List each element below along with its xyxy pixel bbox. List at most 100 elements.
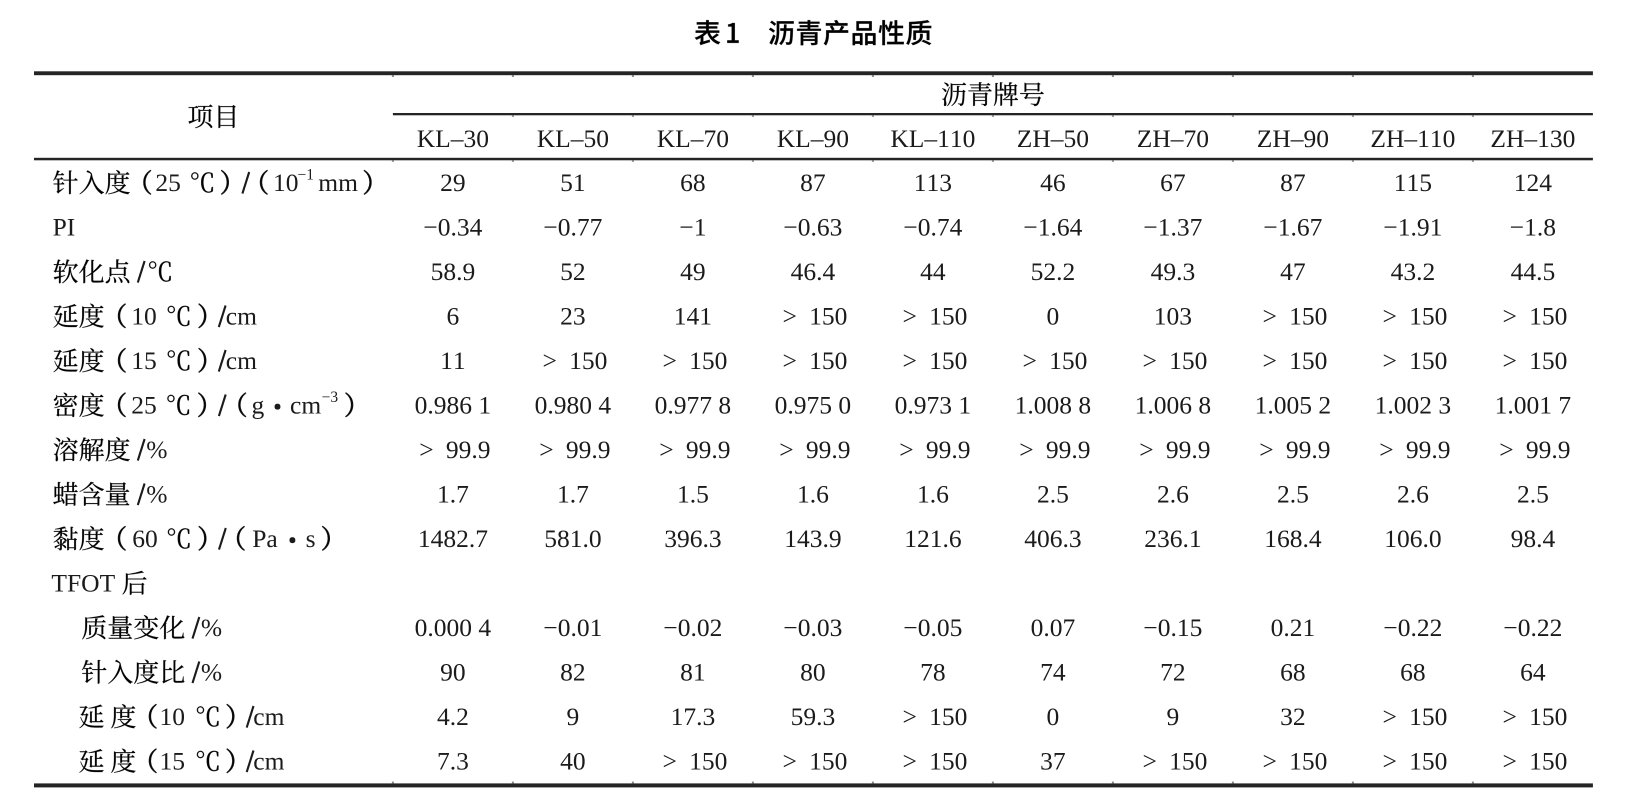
svg-text:>: > [1383,702,1397,731]
svg-text:%: % [201,658,222,687]
svg-text:−0.77: −0.77 [543,213,602,242]
svg-text:150: 150 [809,346,847,375]
svg-text:−0.03: −0.03 [783,613,842,642]
svg-text:150: 150 [809,302,847,331]
svg-text:150: 150 [929,747,967,776]
svg-text:>: > [903,702,917,731]
svg-text:>: > [1379,435,1393,464]
svg-text:99.9: 99.9 [926,435,971,464]
svg-text:7.3: 7.3 [437,747,469,776]
svg-text:99.9: 99.9 [1526,435,1571,464]
svg-text:cm: cm [226,346,257,375]
svg-text:25: 25 [131,391,157,420]
svg-text:150: 150 [569,346,607,375]
svg-text:0.07: 0.07 [1031,613,1076,642]
svg-text:98.4: 98.4 [1511,524,1556,553]
svg-text:99.9: 99.9 [1406,435,1451,464]
svg-text:74: 74 [1040,658,1066,687]
svg-text:>: > [1139,435,1153,464]
svg-text:>: > [1383,302,1397,331]
svg-text:81: 81 [680,658,706,687]
svg-text:10: 10 [160,702,186,731]
svg-text:2.6: 2.6 [1397,480,1429,509]
svg-text:6: 6 [447,302,460,331]
svg-text:99.9: 99.9 [806,435,851,464]
svg-text:ZH–110: ZH–110 [1370,124,1455,153]
svg-text:90: 90 [440,658,466,687]
svg-text:581.0: 581.0 [544,524,601,553]
svg-text:KL–90: KL–90 [777,124,849,153]
svg-text:>: > [659,435,673,464]
svg-text:−0.05: −0.05 [903,613,962,642]
svg-text:1.5: 1.5 [677,480,709,509]
svg-text:40: 40 [560,747,586,776]
svg-text:1.002 3: 1.002 3 [1375,391,1452,420]
svg-text:>: > [903,302,917,331]
svg-text:236.1: 236.1 [1144,524,1201,553]
svg-text:>: > [663,346,677,375]
svg-text:>: > [543,346,557,375]
svg-text:150: 150 [1529,346,1567,375]
svg-text:47: 47 [1280,257,1306,286]
svg-text:−0.34: −0.34 [423,213,482,242]
svg-text:150: 150 [689,747,727,776]
svg-text:150: 150 [929,302,967,331]
svg-text:TFOT: TFOT [51,569,115,598]
svg-text:>: > [419,435,433,464]
svg-text:0: 0 [1047,702,1060,731]
svg-text:%: % [201,613,222,642]
svg-text:Pa: Pa [252,524,278,553]
svg-text:0.000 4: 0.000 4 [415,613,492,642]
svg-text:KL–50: KL–50 [537,124,609,153]
svg-text:10: 10 [131,302,157,331]
svg-text:>: > [1259,435,1273,464]
svg-text:−0.63: −0.63 [783,213,842,242]
svg-text:168.4: 168.4 [1264,524,1322,553]
svg-text:>: > [1143,747,1157,776]
svg-text:52: 52 [560,257,586,286]
svg-text:9: 9 [567,702,580,731]
svg-text:2.5: 2.5 [1037,480,1069,509]
svg-text:1.006 8: 1.006 8 [1135,391,1212,420]
svg-text:46: 46 [1040,168,1066,197]
svg-text:150: 150 [809,747,847,776]
svg-text:150: 150 [1529,702,1567,731]
svg-text:1.6: 1.6 [917,480,949,509]
svg-text:49.3: 49.3 [1151,257,1196,286]
svg-text:68: 68 [1400,658,1426,687]
svg-text:406.3: 406.3 [1024,524,1081,553]
svg-text:103: 103 [1154,302,1192,331]
svg-text:67: 67 [1160,168,1186,197]
svg-text:150: 150 [1289,346,1327,375]
svg-text:1482.7: 1482.7 [418,524,488,553]
svg-text:150: 150 [1169,747,1207,776]
svg-text:−1: −1 [679,213,706,242]
svg-text:0.973 1: 0.973 1 [895,391,972,420]
svg-text:15: 15 [160,747,186,776]
svg-text:>: > [1503,346,1517,375]
svg-text:1.001 7: 1.001 7 [1495,391,1572,420]
svg-text:46.4: 46.4 [791,257,836,286]
svg-text:0.980 4: 0.980 4 [535,391,612,420]
svg-text:150: 150 [1529,747,1567,776]
svg-text:80: 80 [800,658,826,687]
svg-text:32: 32 [1280,702,1306,731]
svg-text:150: 150 [1409,346,1447,375]
svg-text:150: 150 [1049,346,1087,375]
svg-text:−0.15: −0.15 [1143,613,1202,642]
svg-text:2.6: 2.6 [1157,480,1189,509]
svg-text:78: 78 [920,658,946,687]
svg-text:15: 15 [131,346,157,375]
svg-text:cm: cm [253,702,284,731]
svg-text:150: 150 [1409,302,1447,331]
svg-text:1.005 2: 1.005 2 [1255,391,1332,420]
svg-text:17.3: 17.3 [671,702,716,731]
svg-text:−1.64: −1.64 [1023,213,1082,242]
svg-text:ZH–130: ZH–130 [1490,124,1575,153]
svg-text:2.5: 2.5 [1517,480,1549,509]
svg-text:>: > [1499,435,1513,464]
svg-text:64: 64 [1520,658,1546,687]
svg-text:115: 115 [1394,168,1432,197]
svg-text:150: 150 [689,346,727,375]
svg-text:>: > [1503,702,1517,731]
